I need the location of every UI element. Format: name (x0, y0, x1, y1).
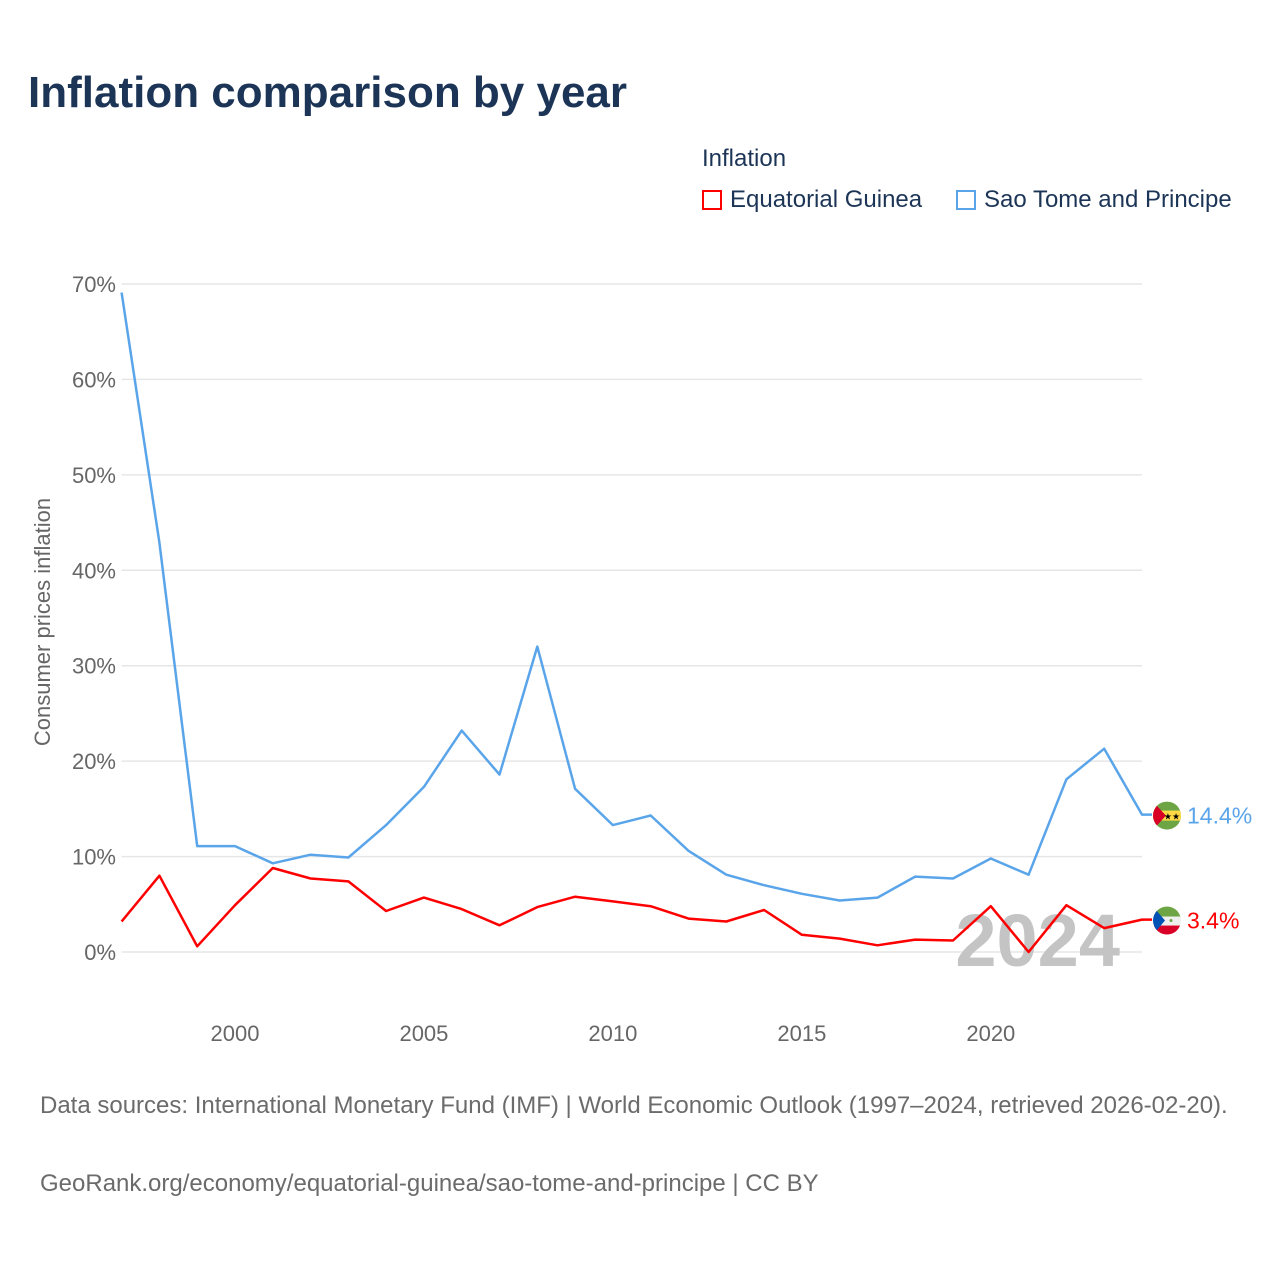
data-point (309, 877, 313, 881)
data-point (1027, 873, 1031, 877)
data-point (1140, 918, 1144, 922)
data-point (724, 873, 728, 877)
x-tick-label: 2020 (966, 1021, 1015, 1046)
legend-title: Inflation (702, 145, 787, 172)
x-tick-label: 2010 (588, 1021, 637, 1046)
legend-swatch (702, 190, 722, 210)
x-tick-label: 2000 (211, 1021, 260, 1046)
series-line-1 (120, 292, 1152, 902)
data-point (1102, 926, 1106, 930)
y-axis-label: Consumer prices inflation (30, 498, 55, 746)
data-point (384, 823, 388, 827)
data-point (422, 896, 426, 900)
data-point (195, 944, 199, 948)
y-tick-label: 60% (72, 367, 116, 392)
data-point (611, 899, 615, 903)
data-point (271, 861, 275, 865)
sao-tome-flag-icon: ★★ (1153, 801, 1181, 830)
data-point (120, 291, 124, 295)
data-point (498, 773, 502, 777)
data-point (951, 939, 955, 943)
data-point (875, 943, 879, 947)
data-point (573, 895, 577, 899)
data-point (762, 883, 766, 887)
data-point (157, 541, 161, 545)
data-point (762, 908, 766, 912)
y-tick-label: 40% (72, 558, 116, 583)
data-point (346, 879, 350, 883)
y-tick-label: 10% (72, 845, 116, 870)
data-point (1027, 950, 1031, 954)
series-line-0 (120, 866, 1152, 954)
data-point (1064, 903, 1068, 907)
legend-swatch (956, 190, 976, 210)
data-point (271, 866, 275, 870)
data-point (1102, 747, 1106, 751)
svg-text:★★: ★★ (1164, 812, 1180, 822)
data-point (573, 787, 577, 791)
data-point (913, 938, 917, 942)
data-point (422, 785, 426, 789)
data-point (989, 904, 993, 908)
end-value-label: 14.4% (1187, 803, 1252, 829)
data-point (195, 844, 199, 848)
data-point (233, 844, 237, 848)
source-url[interactable]: GeoRank.org/economy/equatorial-guinea/sa… (40, 1170, 819, 1197)
data-point (120, 919, 124, 923)
chart-title: Inflation comparison by year (28, 68, 628, 117)
y-tick-label: 0% (84, 940, 116, 965)
data-point (989, 856, 993, 860)
data-point (686, 849, 690, 853)
legend-item-sao-tome[interactable]: Sao Tome and Principe (956, 186, 1232, 214)
data-point (800, 933, 804, 937)
end-value-label: 3.4% (1187, 908, 1239, 934)
data-point (800, 892, 804, 896)
data-sources: Data sources: International Monetary Fun… (40, 1092, 1228, 1119)
x-tick-label: 2015 (777, 1021, 826, 1046)
data-point (346, 856, 350, 860)
data-point (649, 904, 653, 908)
data-point (838, 898, 842, 902)
y-tick-label: 30% (72, 654, 116, 679)
data-point (838, 937, 842, 941)
data-point (686, 917, 690, 921)
data-point (157, 874, 161, 878)
legend-label: Equatorial Guinea (730, 186, 923, 213)
data-point (233, 903, 237, 907)
data-point (724, 919, 728, 923)
equatorial-guinea-flag-icon (1153, 906, 1181, 935)
data-point (649, 814, 653, 818)
data-point (460, 907, 464, 911)
data-point (460, 729, 464, 733)
y-tick-label: 20% (72, 749, 116, 774)
data-point (611, 823, 615, 827)
data-point (535, 905, 539, 909)
legend-label: Sao Tome and Principe (984, 186, 1232, 213)
y-tick-label: 70% (72, 272, 116, 297)
data-point (309, 853, 313, 857)
x-tick-label: 2005 (399, 1021, 448, 1046)
data-point (913, 875, 917, 879)
data-point (498, 923, 502, 927)
data-point (384, 909, 388, 913)
legend-item-equatorial-guinea[interactable]: Equatorial Guinea (702, 186, 922, 214)
data-point (1064, 777, 1068, 781)
y-tick-label: 50% (72, 463, 116, 488)
data-point (535, 645, 539, 649)
data-point (951, 877, 955, 881)
data-point (875, 896, 879, 900)
data-point (1140, 813, 1144, 817)
